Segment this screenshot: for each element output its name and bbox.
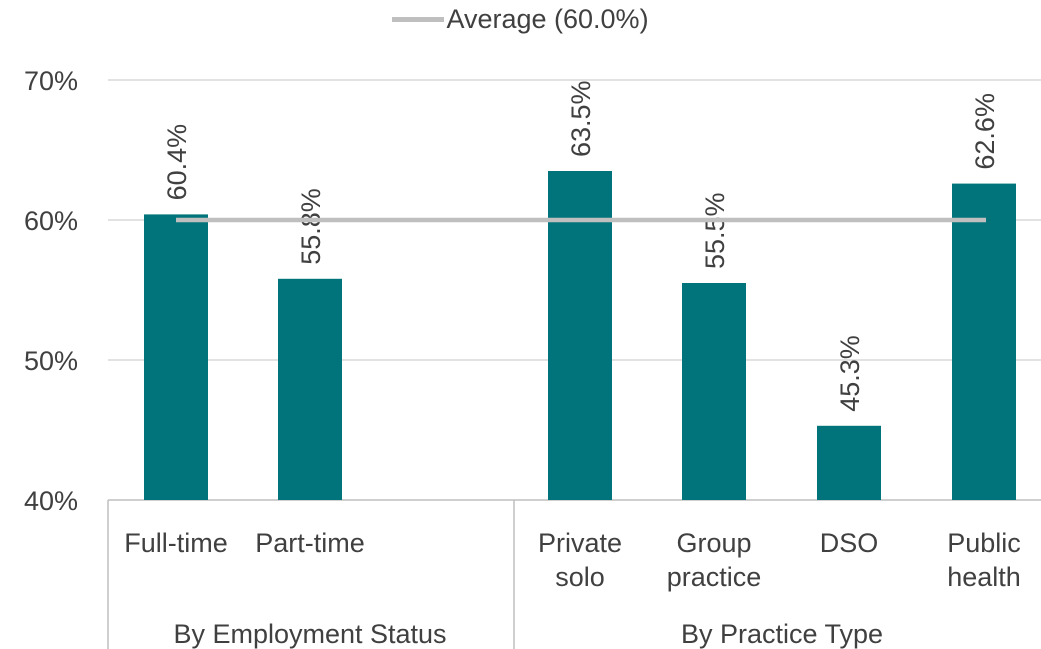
average-legend-swatch [392, 17, 445, 22]
bar [682, 283, 746, 500]
bar [144, 214, 208, 500]
bar [952, 183, 1016, 500]
data-label: 60.4% [162, 124, 192, 201]
x-group-label: By Employment Status [173, 619, 446, 649]
x-category-label: Private solo [538, 528, 622, 592]
x-category-label: Public health [947, 528, 1021, 592]
legend: Average (60.0%) [0, 4, 1041, 35]
y-tick-label: 40% [24, 486, 78, 516]
data-label: 55.5% [700, 192, 730, 269]
bar [278, 278, 342, 500]
bar [548, 171, 612, 500]
y-tick-label: 60% [24, 206, 78, 236]
y-tick-label: 50% [24, 346, 78, 376]
data-label: 55.8% [296, 188, 326, 265]
y-tick-label: 70% [24, 66, 78, 96]
data-label: 63.5% [566, 80, 596, 157]
x-category-label: Group practice [667, 528, 762, 592]
x-group-label: By Practice Type [681, 619, 883, 649]
x-category-label: DSO [820, 528, 879, 558]
data-label: 62.6% [970, 93, 1000, 170]
x-category-label: Full-time [124, 528, 228, 558]
bar [817, 425, 881, 500]
average-legend-label: Average (60.0%) [446, 4, 649, 34]
x-category-label: Part-time [255, 528, 365, 558]
data-label: 45.3% [835, 335, 865, 412]
